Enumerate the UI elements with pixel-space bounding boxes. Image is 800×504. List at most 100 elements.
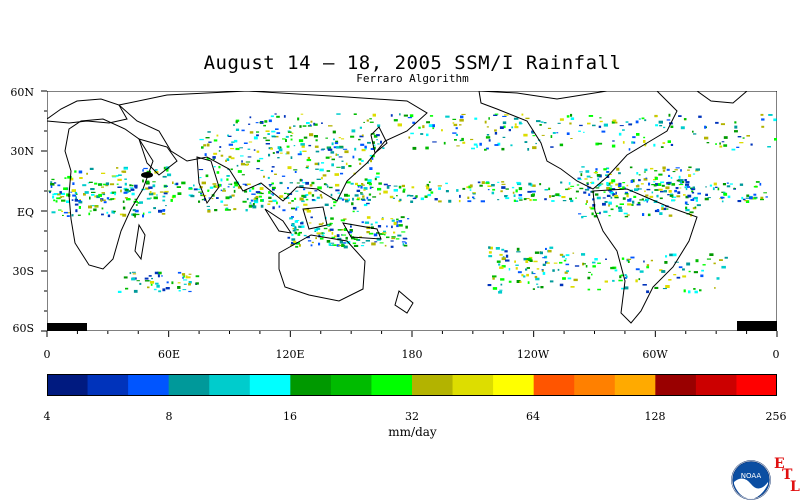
rain-speckle <box>188 283 191 286</box>
rain-speckle <box>177 271 182 274</box>
rain-speckle <box>206 157 210 160</box>
rain-speckle <box>299 197 304 201</box>
rain-speckle <box>696 204 701 207</box>
rain-speckle <box>299 178 302 182</box>
rain-speckle <box>286 145 290 148</box>
rain-speckle <box>511 126 514 129</box>
rain-speckle <box>242 200 247 203</box>
rain-speckle <box>72 194 77 197</box>
rain-speckle <box>402 188 406 191</box>
rain-speckle <box>292 225 297 227</box>
rain-speckle <box>505 197 510 200</box>
rain-speckle <box>626 258 630 262</box>
rain-speckle <box>462 187 466 190</box>
rain-speckle <box>542 263 546 266</box>
rain-speckle <box>683 289 686 293</box>
rain-speckle <box>64 177 67 179</box>
rain-speckle <box>688 270 691 273</box>
rain-speckle <box>49 191 51 194</box>
rain-speckle <box>303 188 306 191</box>
rain-speckle <box>207 189 209 192</box>
rain-speckle <box>271 130 276 133</box>
new-zealand-coast <box>394 290 414 314</box>
rain-speckle <box>209 186 214 189</box>
rain-speckle <box>316 178 321 180</box>
rain-speckle <box>335 153 338 156</box>
map-subtitle: Ferraro Algorithm <box>356 72 469 85</box>
rain-speckle <box>573 278 578 282</box>
rain-speckle <box>339 240 344 244</box>
rain-speckle <box>311 194 315 197</box>
rain-speckle <box>739 183 744 186</box>
rain-speckle <box>316 196 320 199</box>
rain-speckle <box>212 183 217 185</box>
rain-speckle <box>426 121 430 124</box>
rain-speckle <box>268 196 272 199</box>
rain-speckle <box>519 199 523 201</box>
rain-speckle <box>553 262 558 264</box>
rain-speckle <box>129 272 132 275</box>
rain-speckle <box>719 259 723 261</box>
rain-speckle <box>119 213 124 216</box>
rain-speckle <box>565 263 570 266</box>
rain-speckle <box>545 247 547 250</box>
rain-speckle <box>305 198 309 201</box>
rain-speckle <box>693 288 696 290</box>
rain-speckle <box>350 234 352 237</box>
rain-speckle <box>569 197 572 200</box>
rain-speckle <box>443 141 446 145</box>
rain-speckle <box>230 168 233 171</box>
rain-speckle <box>177 282 181 284</box>
rain-speckle <box>263 137 267 139</box>
rain-speckle <box>386 186 390 189</box>
rain-speckle <box>527 190 532 193</box>
rain-speckle <box>667 140 671 143</box>
rain-speckle <box>167 173 172 177</box>
rain-speckle <box>308 191 312 195</box>
rain-speckle <box>310 120 313 123</box>
rain-speckle <box>193 184 195 187</box>
rain-speckle <box>71 214 74 217</box>
rain-speckle <box>264 120 268 123</box>
rain-speckle <box>222 188 226 190</box>
rain-speckle <box>337 229 342 231</box>
rain-speckle <box>123 276 128 279</box>
rain-speckle <box>149 191 152 194</box>
rain-speckle <box>657 183 662 186</box>
rain-speckle <box>315 139 318 142</box>
rain-speckle <box>544 198 547 201</box>
rain-speckle <box>548 187 551 191</box>
rain-speckle <box>253 198 257 200</box>
rain-speckle <box>255 191 261 194</box>
rain-speckle <box>322 222 324 224</box>
rain-speckle <box>608 183 611 185</box>
rain-speckle <box>559 143 564 147</box>
rain-speckle <box>146 197 151 200</box>
rain-speckle <box>304 195 307 197</box>
rain-speckle <box>515 264 519 266</box>
rain-speckle <box>610 188 616 190</box>
rain-speckle <box>88 205 92 209</box>
rain-speckle <box>142 212 145 216</box>
rain-speckle <box>591 212 594 216</box>
rain-speckle <box>271 170 274 173</box>
rain-speckle <box>579 124 583 127</box>
rain-speckle <box>228 155 232 158</box>
rain-speckle <box>549 280 554 283</box>
rain-speckle <box>353 244 359 247</box>
rain-speckle <box>582 262 585 266</box>
rain-speckle <box>226 175 230 177</box>
rain-speckle <box>759 182 762 186</box>
rain-speckle <box>682 181 685 184</box>
rain-speckle <box>282 138 286 140</box>
rain-speckle <box>366 231 370 234</box>
rain-speckle <box>438 200 442 203</box>
rain-speckle <box>655 124 659 127</box>
rain-speckle <box>260 204 264 208</box>
rain-speckle <box>570 138 573 139</box>
rain-speckle <box>741 196 744 200</box>
rain-speckle <box>364 221 370 224</box>
rain-speckle <box>672 196 677 198</box>
rain-speckle <box>166 281 169 284</box>
rain-speckle <box>369 155 372 157</box>
